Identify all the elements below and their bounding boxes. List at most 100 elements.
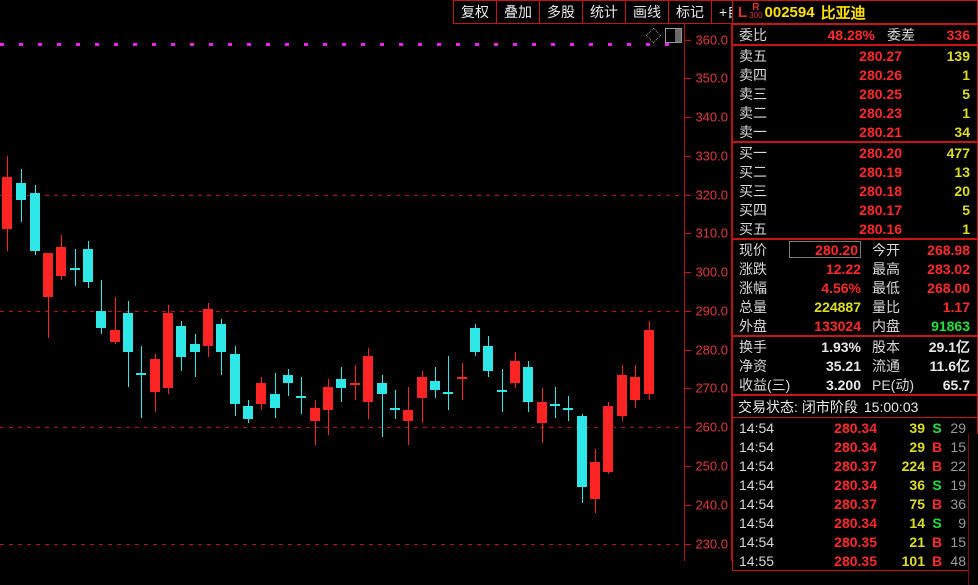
candle (203, 24, 213, 561)
menu-item-multi-stock[interactable]: 多股 (539, 0, 583, 24)
split-pane-icon[interactable] (665, 28, 682, 43)
flag-300-label: 300 (749, 11, 763, 20)
candle-body (203, 308, 213, 346)
candle-body (483, 345, 493, 371)
candle (150, 24, 160, 561)
candle-body (390, 407, 400, 410)
detail-label2: 今开 (872, 241, 900, 258)
candle-wick (381, 374, 383, 437)
bid-row[interactable]: 买一 280.20 477 (733, 143, 977, 162)
bid-qty: 20 (954, 182, 970, 199)
candle-wick (74, 248, 76, 286)
tick-time: 14:54 (739, 457, 775, 474)
stock-name: 比亚迪 (820, 4, 866, 22)
menu-item-statistics[interactable]: 统计 (582, 0, 626, 24)
ask-row[interactable]: 卖二 280.23 1 (733, 103, 977, 122)
candle (497, 24, 507, 561)
detail-row: 涨跌 12.22 最高 283.02 (733, 259, 977, 278)
fundamental-value: 1.93% (821, 338, 861, 355)
menu-item-restore-rights[interactable]: 复权 (453, 0, 497, 24)
tick-volume: 14 (909, 514, 925, 531)
candle-body (43, 252, 53, 298)
candle-body (323, 386, 333, 410)
detail-label2: 最高 (872, 260, 900, 277)
detail-value: 224887 (814, 298, 861, 315)
menu-item-overlay[interactable]: 叠加 (496, 0, 540, 24)
ask-price: 280.26 (859, 66, 902, 83)
price-axis-tick-mark (685, 504, 691, 506)
tick-row[interactable]: 14:54 280.35 21 B 15 (733, 532, 977, 551)
detail-label: 总量 (739, 298, 767, 315)
tick-volume: 39 (909, 419, 925, 436)
trade-status-box: 交易状态: 闭市阶段 15:00:03 (732, 395, 978, 418)
price-axis-tick: 240.0 (695, 497, 728, 513)
price-axis-tick: 230.0 (695, 536, 728, 552)
tick-list[interactable]: 14:54 280.34 39 S 29 14:54 280.34 29 B 15 14:54 280… (732, 418, 978, 571)
tick-row[interactable]: 14:54 280.34 29 B 15 (733, 437, 977, 456)
candle (336, 24, 346, 561)
ask-row[interactable]: 卖五 280.27 139 (733, 46, 977, 65)
ask-row[interactable]: 卖四 280.26 1 (733, 65, 977, 84)
tick-list-scrollbar[interactable] (968, 434, 978, 585)
fundamentals: 换手 1.93% 股本 29.1亿 净资 35.21 流通 11.6亿 收益(三) 3.200 PE… (732, 336, 978, 395)
candlestick-chart[interactable] (0, 24, 684, 561)
tick-time: 14:54 (739, 533, 775, 550)
detail-label: 涨幅 (739, 279, 767, 296)
fundamental-label2: 流通 (872, 357, 900, 374)
candle (430, 24, 440, 561)
candle (603, 24, 613, 561)
fundamental-value2: 11.6亿 (929, 357, 970, 374)
candle-wick (501, 369, 503, 412)
price-axis-tick: 340.0 (695, 109, 728, 125)
candle-wick (300, 376, 302, 414)
candle-body (190, 343, 200, 352)
bid-row[interactable]: 买三 280.18 20 (733, 181, 977, 200)
candle (30, 24, 40, 561)
tick-row[interactable]: 14:54 280.34 14 S 9 (733, 513, 977, 532)
price-axis-tick: 310.0 (695, 225, 728, 241)
menu-item-mark[interactable]: 标记 (668, 0, 712, 24)
candle-body (457, 376, 467, 379)
tick-side: B (931, 495, 943, 512)
candle (230, 24, 240, 561)
candle-body (537, 402, 547, 424)
tick-row[interactable]: 14:54 280.37 75 B 36 (733, 494, 977, 513)
ask-qty: 1 (962, 104, 970, 121)
ask-row[interactable]: 卖三 280.25 5 (733, 84, 977, 103)
bid-label: 买三 (739, 182, 767, 199)
fundamental-value: 35.21 (825, 357, 861, 374)
bid-row[interactable]: 买四 280.17 5 (733, 200, 977, 219)
tick-side: S (932, 514, 942, 531)
tick-side: B (931, 438, 943, 455)
detail-label2: 最低 (872, 279, 900, 296)
detail-label: 现价 (739, 241, 767, 258)
price-axis-tick-mark (685, 543, 691, 545)
tick-row[interactable]: 14:54 280.37 224 B 22 (733, 456, 977, 475)
bid-row[interactable]: 买五 280.16 1 (733, 219, 977, 238)
candle-wick (354, 365, 356, 401)
diamond-icon[interactable] (645, 27, 662, 44)
bid-price: 280.16 (859, 220, 902, 237)
detail-row: 现价 280.20 今开 268.98 (733, 240, 977, 259)
price-axis-tick: 300.0 (695, 264, 728, 280)
price-axis-tick: 250.0 (695, 458, 728, 474)
candle (537, 24, 547, 561)
candle-body (603, 405, 613, 472)
detail-label2: 内盘 (872, 317, 900, 334)
tick-volume: 29 (909, 438, 925, 455)
tick-count: 29 (950, 419, 966, 436)
price-axis-tick: 280.0 (695, 342, 728, 358)
menu-item-draw-line[interactable]: 画线 (625, 0, 669, 24)
detail-row: 外盘 133024 内盘 91863 (733, 316, 977, 335)
tick-time: 14:54 (739, 514, 775, 531)
candle-body (443, 392, 453, 395)
candle-body (56, 246, 66, 277)
tick-row[interactable]: 14:54 280.34 39 S 29 (733, 418, 977, 437)
ask-row[interactable]: 卖一 280.21 34 (733, 122, 977, 141)
tick-time: 14:54 (739, 419, 775, 436)
tick-row[interactable]: 14:54 280.34 36 S 19 (733, 475, 977, 494)
candle (457, 24, 467, 561)
bid-label: 买五 (739, 220, 767, 237)
bid-row[interactable]: 买二 280.19 13 (733, 162, 977, 181)
candle-body (430, 380, 440, 391)
